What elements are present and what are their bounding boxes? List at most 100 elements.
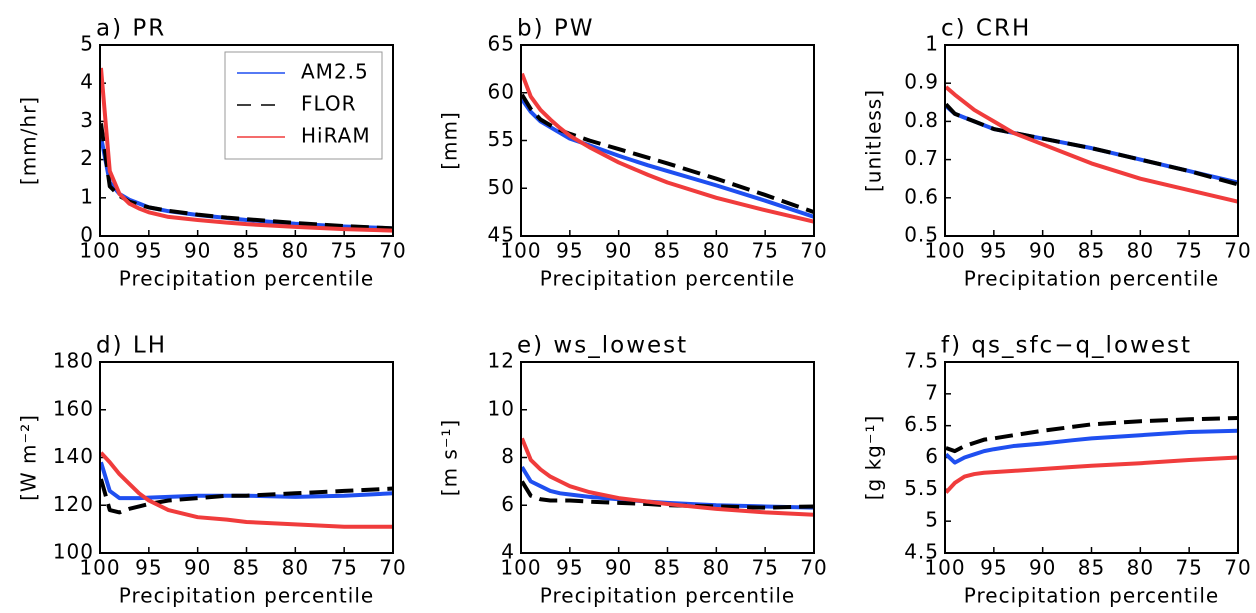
x-tick-label: 80 xyxy=(1127,556,1154,580)
x-tick-label: 85 xyxy=(233,239,260,263)
x-tick-label: 100 xyxy=(924,239,965,263)
x-axis-label: Precipitation percentile xyxy=(540,267,795,291)
y-tick-label: 1 xyxy=(925,32,939,56)
x-tick-label: 85 xyxy=(1078,239,1105,263)
y-tick-label: 50 xyxy=(488,175,515,199)
y-tick-label: 0 xyxy=(80,223,94,247)
series-line xyxy=(945,416,1238,454)
y-axis-label: [m s⁻¹] xyxy=(438,419,462,496)
y-tick-label: 4 xyxy=(80,70,94,94)
x-axis-label: Precipitation percentile xyxy=(119,267,374,291)
series-line xyxy=(521,466,814,510)
y-tick-label: 140 xyxy=(53,444,94,468)
series-line xyxy=(521,72,814,224)
x-tick-label: 75 xyxy=(330,556,357,580)
y-tick-label: 5 xyxy=(80,32,94,56)
legend-label: HiRAM xyxy=(301,124,371,148)
series-line xyxy=(100,478,393,515)
series-line xyxy=(100,451,393,529)
x-tick-label: 85 xyxy=(654,556,681,580)
y-tick-label: 60 xyxy=(488,79,515,103)
series-line xyxy=(521,437,814,517)
y-tick-label: 3 xyxy=(80,108,94,132)
legend-label: FLOR xyxy=(301,92,357,116)
x-tick-label: 75 xyxy=(751,556,778,580)
panel: b) PW Precipitation percentile [mm] 100 95 90… xyxy=(438,16,827,291)
x-axis-label: Precipitation percentile xyxy=(540,584,795,608)
y-tick-label: 5.5 xyxy=(904,476,939,500)
x-tick-label: 70 xyxy=(379,239,406,263)
panel-title: c) CRH xyxy=(941,16,1031,42)
x-tick-label: 100 xyxy=(500,239,541,263)
y-tick-label: 0.5 xyxy=(904,223,939,247)
panel: c) CRH Precipitation percentile [unitless]… xyxy=(862,16,1251,291)
series-line xyxy=(945,85,1238,204)
y-axis-label: [g kg⁻¹] xyxy=(862,415,886,501)
y-tick-label: 0.9 xyxy=(904,70,939,94)
y-tick-label: 7 xyxy=(925,380,939,404)
series-line xyxy=(521,98,814,219)
y-tick-label: 4.5 xyxy=(904,540,939,564)
x-tick-label: 95 xyxy=(980,239,1007,263)
series-line xyxy=(521,480,814,510)
x-axis-label: Precipitation percentile xyxy=(964,584,1219,608)
y-tick-label: 100 xyxy=(53,540,94,564)
panel: d) LH Precipitation percentile [W m⁻²] 100 9… xyxy=(17,333,406,608)
y-tick-label: 0.8 xyxy=(904,108,939,132)
x-tick-label: 95 xyxy=(980,556,1007,580)
x-tick-label: 90 xyxy=(184,556,211,580)
plot-frame xyxy=(520,44,815,237)
x-tick-label: 75 xyxy=(751,239,778,263)
x-tick-label: 80 xyxy=(1127,239,1154,263)
y-tick-label: 120 xyxy=(53,492,94,516)
plot-frame xyxy=(944,361,1239,554)
panel-title: f) qs_sfc−q_lowest xyxy=(941,333,1192,359)
x-axis-label: Precipitation percentile xyxy=(964,267,1219,291)
x-tick-label: 95 xyxy=(135,556,162,580)
x-tick-label: 100 xyxy=(79,556,120,580)
x-tick-label: 80 xyxy=(282,556,309,580)
y-tick-label: 45 xyxy=(488,223,515,247)
plot-frame xyxy=(99,361,394,554)
x-tick-label: 70 xyxy=(800,239,827,263)
y-tick-label: 0.6 xyxy=(904,184,939,208)
x-tick-label: 70 xyxy=(1224,556,1251,580)
y-tick-label: 10 xyxy=(488,396,515,420)
x-tick-label: 85 xyxy=(654,239,681,263)
y-axis-label: [W m⁻²] xyxy=(17,414,41,501)
y-tick-label: 12 xyxy=(488,349,515,373)
x-tick-label: 75 xyxy=(1175,556,1202,580)
series-line xyxy=(100,461,393,501)
panel: a) PR Precipitation percentile [mm/hr] 100 9… xyxy=(17,16,406,291)
x-tick-label: 90 xyxy=(605,239,632,263)
y-tick-label: 4 xyxy=(501,540,515,564)
y-tick-label: 6 xyxy=(501,492,515,516)
x-tick-label: 80 xyxy=(282,239,309,263)
plot-frame xyxy=(520,361,815,554)
x-tick-label: 75 xyxy=(330,239,357,263)
x-tick-label: 85 xyxy=(1078,556,1105,580)
x-tick-label: 90 xyxy=(605,556,632,580)
plot-frame xyxy=(99,44,394,237)
x-tick-label: 100 xyxy=(79,239,120,263)
y-axis-label: [mm/hr] xyxy=(17,96,41,185)
x-tick-label: 95 xyxy=(556,556,583,580)
y-tick-label: 0.7 xyxy=(904,146,939,170)
y-tick-label: 55 xyxy=(488,127,515,151)
plot-frame xyxy=(944,44,1239,237)
x-tick-label: 75 xyxy=(1175,239,1202,263)
y-tick-label: 6.5 xyxy=(904,412,939,436)
panel-title: d) LH xyxy=(96,333,167,359)
legend-box xyxy=(224,51,383,160)
panel: e) ws_lowest Precipitation percentile [m s… xyxy=(438,333,827,608)
x-axis-label: Precipitation percentile xyxy=(119,584,374,608)
panel-title: a) PR xyxy=(96,16,166,42)
x-tick-label: 95 xyxy=(135,239,162,263)
x-tick-label: 90 xyxy=(1029,239,1056,263)
panel-title: e) ws_lowest xyxy=(517,333,688,359)
x-tick-label: 85 xyxy=(233,556,260,580)
y-tick-label: 7.5 xyxy=(904,349,939,373)
x-tick-label: 100 xyxy=(500,556,541,580)
x-tick-label: 80 xyxy=(703,239,730,263)
